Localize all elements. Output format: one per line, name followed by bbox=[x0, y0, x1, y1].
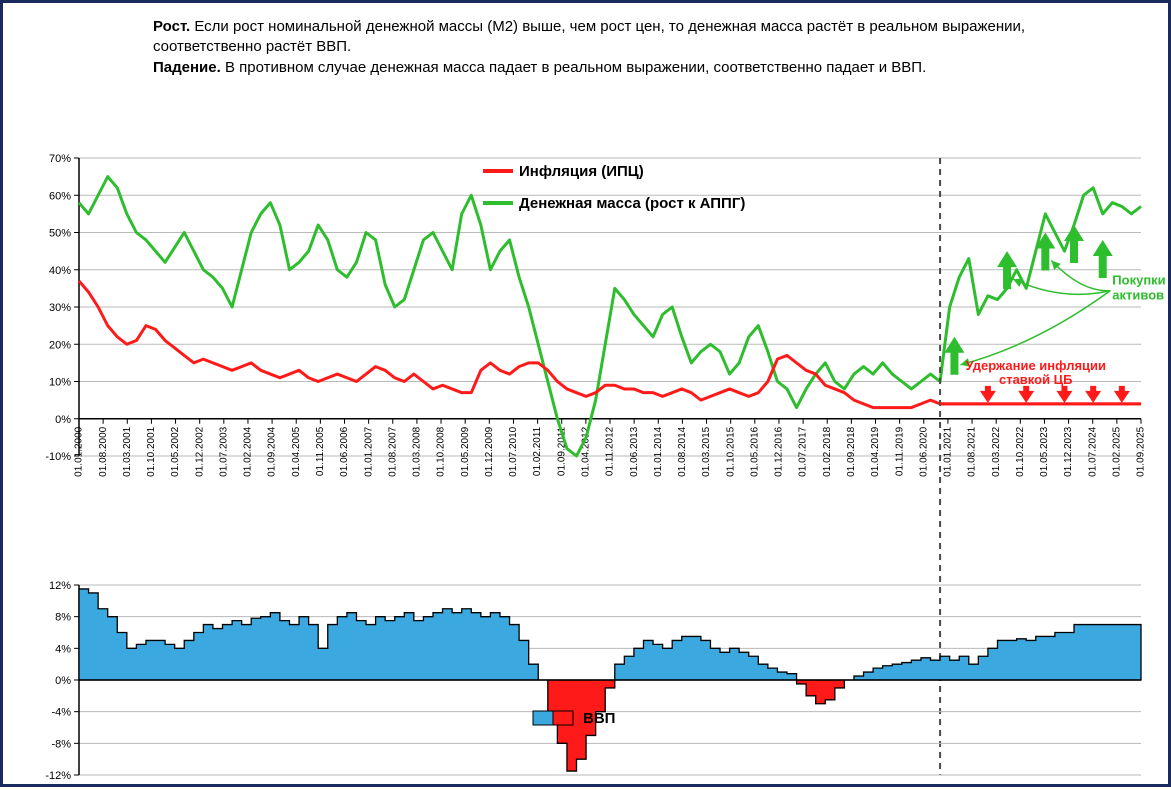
buy-arrows-label2: активов bbox=[1112, 288, 1164, 303]
gdp-legend-label: ВВП bbox=[583, 710, 615, 727]
x-tick-label: 01.07.2003 bbox=[218, 426, 229, 476]
x-tick-label: 01.09.2025 bbox=[1136, 426, 1147, 476]
gdp-legend-swatch-neg bbox=[553, 711, 573, 725]
y-tick-label: -8% bbox=[51, 738, 71, 750]
y-tick-label: 0% bbox=[55, 675, 71, 687]
x-tick-label: 01.02.2018 bbox=[822, 426, 833, 476]
x-tick-label: 01.10.2022 bbox=[1015, 426, 1026, 476]
x-tick-label: 01.12.2009 bbox=[484, 426, 495, 476]
x-tick-label: 01.06.2020 bbox=[918, 426, 929, 476]
x-tick-label: 01.05.2023 bbox=[1039, 426, 1050, 476]
x-tick-label: 01.03.2001 bbox=[122, 426, 133, 476]
annotation-connector bbox=[960, 291, 1110, 365]
x-tick-label: 01.12.2016 bbox=[774, 426, 785, 476]
x-tick-label: 01.07.2010 bbox=[508, 426, 519, 476]
hold-arrow-down-icon bbox=[1114, 386, 1130, 403]
x-tick-label: 01.12.2002 bbox=[194, 426, 205, 476]
x-tick-label: 01.06.2006 bbox=[339, 426, 350, 476]
gdp-area bbox=[79, 589, 548, 680]
x-tick-label: 01.01.2021 bbox=[943, 426, 954, 476]
x-tick-label: 01.11.2012 bbox=[605, 426, 616, 476]
y-tick-label: 30% bbox=[49, 302, 71, 314]
hold-inflation-label2: ставкой ЦБ bbox=[999, 372, 1073, 387]
x-tick-label: 01.05.2009 bbox=[460, 426, 471, 476]
x-tick-label: 01.08.2000 bbox=[98, 426, 109, 476]
y-tick-label: 8% bbox=[55, 612, 71, 624]
y-tick-label: 40% bbox=[49, 265, 71, 277]
gdp-legend-swatch-pos bbox=[533, 711, 553, 725]
x-tick-label: 01.11.2019 bbox=[894, 426, 905, 476]
x-tick-label: 01.02.2011 bbox=[532, 426, 543, 476]
chart-frame: Рост. Если рост номинальной денежной мас… bbox=[0, 0, 1171, 787]
legend-label: Денежная масса (рост к АППГ) bbox=[519, 195, 745, 212]
y-tick-label: -10% bbox=[45, 451, 71, 463]
y-tick-label: 60% bbox=[49, 190, 71, 202]
buy-arrow-up-icon bbox=[1093, 240, 1113, 278]
y-tick-label: 0% bbox=[55, 414, 71, 426]
legend-label: Инфляция (ИПЦ) bbox=[519, 163, 644, 180]
x-tick-label: 01.08.2007 bbox=[387, 426, 398, 476]
series-line bbox=[79, 177, 1141, 456]
y-tick-label: 20% bbox=[49, 339, 71, 351]
hold-arrow-down-icon bbox=[1085, 386, 1101, 403]
x-tick-label: 01.07.2024 bbox=[1087, 426, 1098, 476]
x-tick-label: 01.10.2001 bbox=[146, 426, 157, 476]
y-tick-label: 50% bbox=[49, 228, 71, 240]
x-tick-label: 01.02.2025 bbox=[1112, 426, 1123, 476]
gdp-area bbox=[615, 636, 797, 680]
x-tick-label: 01.01.2014 bbox=[653, 426, 664, 476]
x-tick-label: 01.10.2015 bbox=[725, 426, 736, 476]
x-tick-label: 01.08.2014 bbox=[677, 426, 688, 476]
x-tick-label: 01.04.2005 bbox=[291, 426, 302, 476]
buy-arrows-label: Покупки bbox=[1112, 273, 1165, 288]
x-tick-label: 01.03.2015 bbox=[701, 426, 712, 476]
x-tick-label: 01.06.2013 bbox=[629, 426, 640, 476]
x-tick-label: 01.12.2023 bbox=[1063, 426, 1074, 476]
x-tick-label: 01.04.2019 bbox=[870, 426, 881, 476]
x-tick-label: 01.05.2016 bbox=[749, 426, 760, 476]
hold-arrow-down-icon bbox=[980, 386, 996, 403]
hold-arrow-down-icon bbox=[1018, 386, 1034, 403]
buy-arrow-up-icon bbox=[944, 337, 964, 375]
x-tick-label: 01.09.2004 bbox=[267, 426, 278, 476]
y-tick-label: -4% bbox=[51, 707, 71, 719]
x-tick-label: 01.02.2004 bbox=[243, 426, 254, 476]
hold-arrow-down-icon bbox=[1056, 386, 1072, 403]
x-tick-label: 01.03.2022 bbox=[991, 426, 1002, 476]
gdp-area bbox=[797, 680, 845, 704]
y-tick-label: -12% bbox=[45, 770, 71, 782]
x-tick-label: 01.03.2008 bbox=[412, 426, 423, 476]
x-tick-label: 01.01.2007 bbox=[363, 426, 374, 476]
x-tick-label: 01.11.2005 bbox=[315, 426, 326, 476]
y-tick-label: 70% bbox=[49, 153, 71, 165]
chart-svg: -10% 0% 10% 20% 30% 40% 50% 60% 70% 01.01.2000 01.… bbox=[3, 3, 1171, 790]
x-tick-label: 01.08.2021 bbox=[967, 426, 978, 476]
x-tick-label: 01.10.2008 bbox=[436, 426, 447, 476]
x-tick-label: 01.01.2000 bbox=[74, 426, 85, 476]
x-tick-label: 01.05.2002 bbox=[170, 426, 181, 476]
x-tick-label: 01.07.2017 bbox=[798, 426, 809, 476]
hold-inflation-label: Удержание инфляции bbox=[965, 358, 1106, 373]
gdp-area bbox=[844, 625, 1141, 680]
y-tick-label: 10% bbox=[49, 377, 71, 389]
x-tick-label: 01.09.2018 bbox=[846, 426, 857, 476]
y-tick-label: 12% bbox=[49, 580, 71, 592]
y-tick-label: 4% bbox=[55, 643, 71, 655]
